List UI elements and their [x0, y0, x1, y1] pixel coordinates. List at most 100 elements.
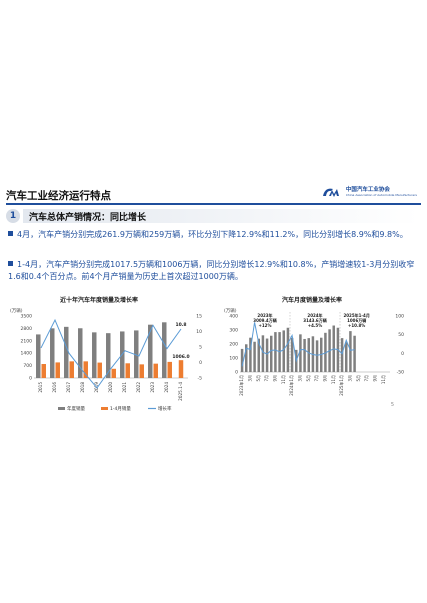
chart1-bar-annual [134, 330, 139, 378]
chart2-x-tick: 2025年1月 [338, 375, 344, 396]
chart1-y2-tick: -5 [198, 376, 203, 382]
chart2-bar-month [253, 341, 256, 372]
chart2-bar-month [261, 335, 265, 372]
chart2-y2-tick: 50 [398, 332, 404, 338]
chart2-bar-month [299, 334, 302, 372]
section-title: 汽车总体产销情况：同比增长 [23, 209, 419, 223]
chart1-bar-jan-apr [69, 361, 74, 378]
section-number: 1 [6, 209, 20, 223]
chart2-year-annotation: +4.5% [308, 323, 322, 328]
chart1-x-tick: 2015 [38, 382, 43, 393]
legend-label-annual: 年度销量 [67, 405, 85, 412]
chart1-y-tick: 3500 [21, 314, 33, 320]
chart2-year-annotation: 3009.4万辆 [253, 317, 276, 323]
chart2-bar-month [315, 340, 319, 372]
bullet-square-icon [8, 231, 13, 236]
legend-swatch-jan-apr [101, 407, 108, 410]
chart1-x-tick: 2023 [150, 382, 155, 393]
chart1-x-tick: 2025.1-4 [178, 382, 183, 401]
chart1-y-tick: 0 [29, 376, 32, 382]
chart1-y2-tick: 5 [199, 345, 202, 351]
chart1-y-unit: (万辆) [10, 307, 23, 314]
chart2-bar-month [345, 342, 348, 372]
chart1-x-tick: 2018 [80, 382, 85, 393]
chart1-bar-annual [78, 328, 83, 378]
chart2-year-annotation: 2024年 [307, 312, 322, 318]
chart1-bar-jan-apr [83, 361, 88, 378]
chart2-x-tick: 5月 [356, 375, 361, 382]
legend-swatch-annual [58, 407, 65, 410]
chart2-y-unit: (万辆) [224, 307, 237, 314]
caam-logo-icon [322, 188, 339, 197]
bullet-square-icon [8, 261, 13, 266]
logo-subtext: China Association of Automobile Manufact… [345, 193, 417, 198]
chart2-year-annotation: 2025年1-4月 [343, 312, 369, 318]
chart2-y-tick: 400 [229, 314, 238, 320]
chart2-x-tick: 7月 [314, 375, 319, 382]
chart2-bar-month [353, 335, 356, 372]
chart1-bar-annual [162, 322, 167, 378]
chart2-x-tick: 5月 [306, 375, 311, 382]
chart2-y-tick: 0 [235, 370, 238, 376]
chart2-bar-month [290, 337, 294, 372]
chart2-x-tick: 5月 [256, 375, 261, 382]
chart1-x-tick: 2016 [52, 382, 57, 393]
chart1-bar-annual [106, 333, 111, 378]
paragraph-2-text: 1-4月，汽车产销分别完成1017.5万辆和1006万辆，同比分别增长12.9%… [8, 260, 415, 281]
chart2-year-annotation: +10.8% [348, 323, 365, 328]
chart2-x-tick: 9月 [272, 375, 277, 382]
chart2-y-tick: 100 [229, 356, 238, 362]
title-rule [6, 203, 421, 205]
chart2-bar-month [245, 344, 248, 372]
chart1-x-tick: 2022 [136, 382, 141, 393]
annual-sales-chart: (万辆) 0 700 1400 2100 2800 3500 -5 0 5 10 15 2015 2016… [10, 307, 203, 412]
chart1-title: 近十年汽车年度销量及增长率 [60, 297, 139, 304]
chart2-y2-tick: 0 [401, 351, 404, 357]
chart2-bar-month [265, 338, 269, 372]
chart2-year-annotation: 3143.6万辆 [303, 317, 326, 323]
chart1-y-tick: 2800 [21, 326, 33, 332]
chart1-y-tick: 2100 [21, 338, 33, 344]
section-header: 1 汽车总体产销情况：同比增长 [6, 209, 419, 223]
legend-label-jan-apr: 1-4月销量 [110, 405, 131, 412]
chart1-label-growth: 10.8 [175, 322, 186, 328]
caam-logo: 中国汽车工业协会 China Association of Automobile… [321, 186, 417, 198]
chart2-x-tick: 11月 [331, 375, 336, 384]
chart2-bar-month [349, 331, 352, 372]
chart1-bar-jan-apr [97, 362, 102, 378]
chart2-bar-month [303, 338, 306, 372]
chart1-x-tick: 2024 [164, 382, 169, 393]
chart2-x-tick: 7月 [364, 375, 369, 382]
chart2-y2-tick: 100 [395, 314, 404, 320]
chart2-year-annotation: 1006万辆 [347, 317, 366, 323]
chart1-bar-jan-apr [41, 364, 46, 378]
chart2-title: 汽车月度销量及增长率 [282, 297, 343, 304]
chart1-x-tick: 2017 [66, 382, 71, 393]
paragraph-1-text: 4月，汽车产销分别完成261.9万辆和259万辆，环比分别下降12.9%和11.… [17, 230, 408, 239]
chart1-bar-jan-apr [139, 364, 144, 378]
chart1-x-tick: 2020 [108, 382, 113, 393]
chart1-y-tick: 1400 [21, 351, 33, 357]
chart2-bar-month [282, 330, 285, 372]
chart2-y-tick: 200 [229, 342, 238, 348]
page-number: 5 [390, 402, 394, 408]
chart2-x-tick: 3月 [247, 375, 252, 382]
chart2-y2-tick: -50 [397, 370, 404, 376]
chart2-bar-month [257, 338, 260, 372]
chart2-x-tick: 9月 [322, 375, 327, 382]
chart2-x-tick: 11月 [281, 375, 286, 384]
chart2-x-tick: 3月 [347, 375, 352, 382]
chart2-bar-month [274, 332, 277, 372]
logo-text: 中国汽车工业协会 [345, 186, 390, 193]
chart1-bar-jan-apr [55, 362, 60, 378]
chart1-y2-tick: 10 [196, 329, 202, 335]
page-title: 汽车工业经济运行特点 [6, 190, 111, 202]
legend-label-growth: 增长率 [158, 405, 172, 412]
chart2-bar-month [286, 327, 290, 372]
chart2-y-tick: 300 [229, 328, 238, 334]
chart2-x-tick: 9月 [372, 375, 377, 382]
chart2-year-annotation: 2023年 [257, 312, 272, 318]
chart1-growth-line [40, 318, 182, 389]
chart2-x-tick: 2024年1月 [288, 375, 294, 396]
chart2-x-tick: 3月 [297, 375, 302, 382]
